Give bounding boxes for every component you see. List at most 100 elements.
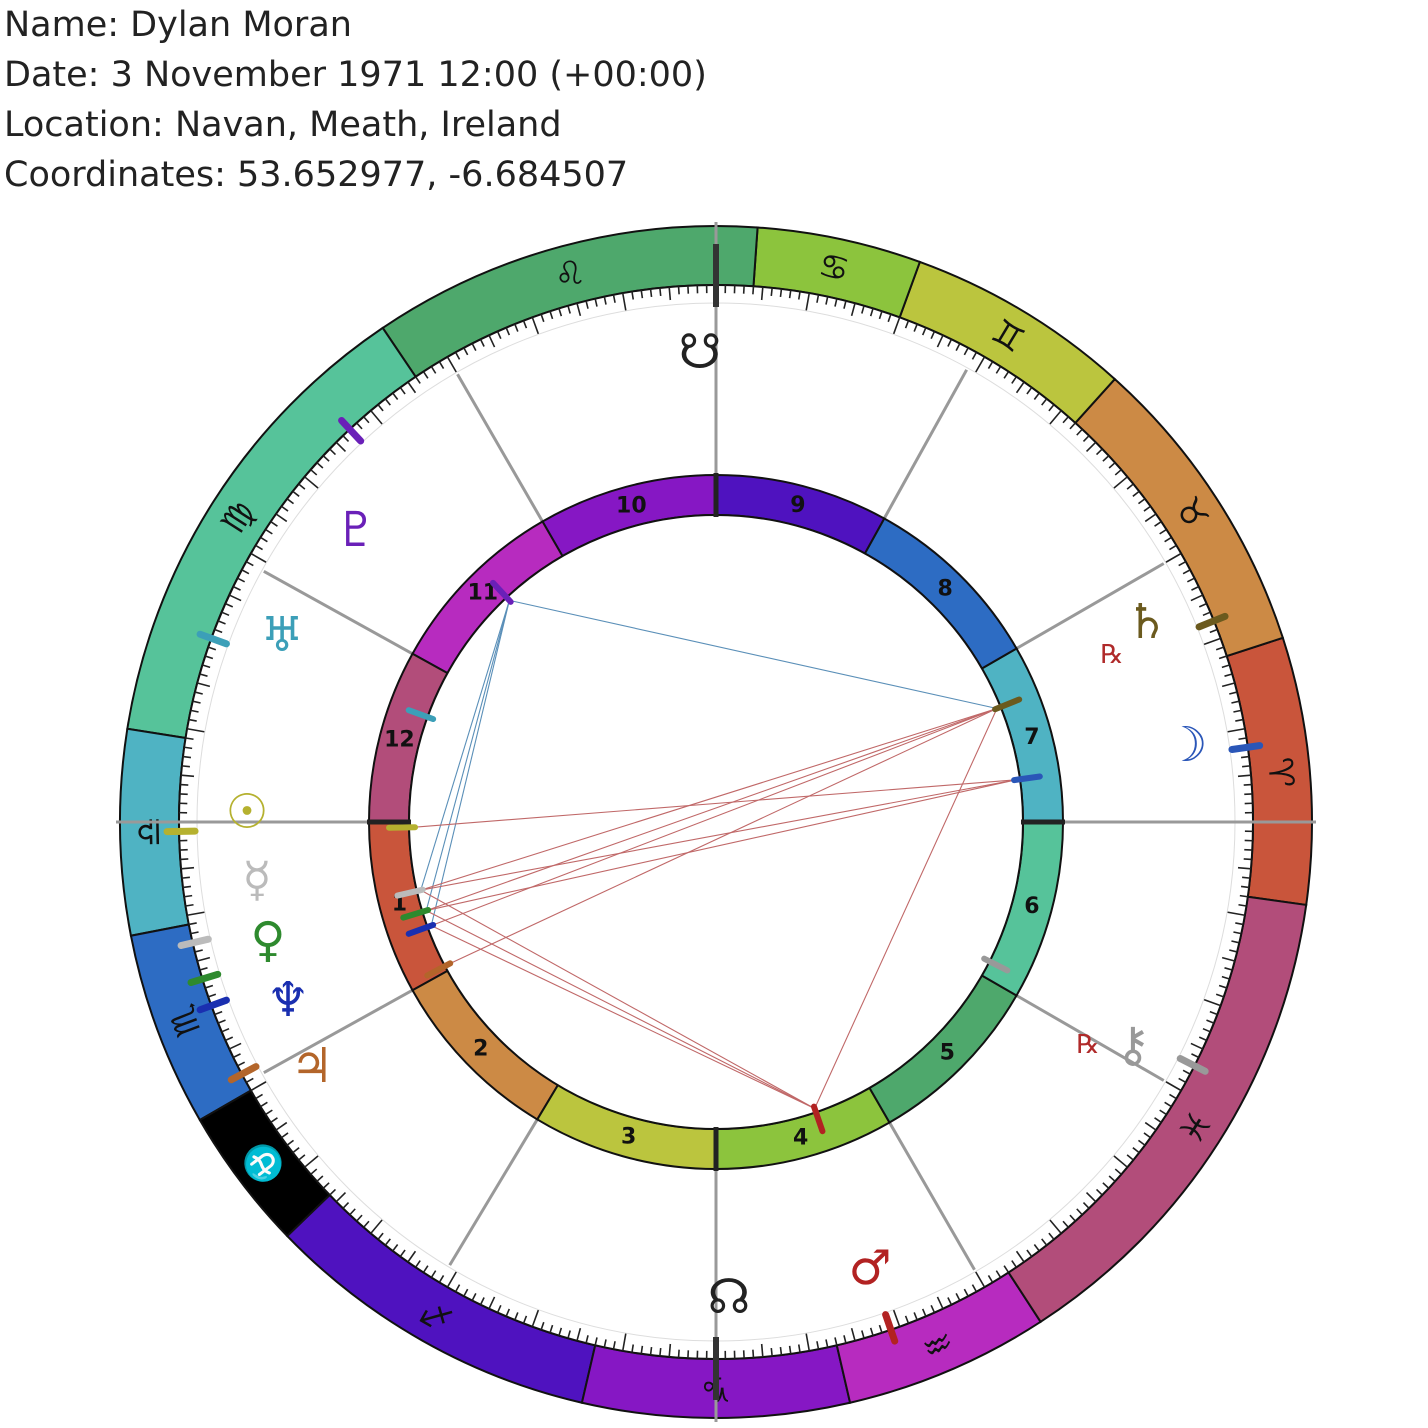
degree-tick xyxy=(1076,428,1083,436)
degree-tick xyxy=(825,296,829,305)
degree-tick xyxy=(1235,718,1244,722)
degree-tick xyxy=(1144,513,1157,523)
degree-tick xyxy=(245,1077,254,1084)
degree-tick xyxy=(1221,682,1235,688)
uranus-zodiac-marker xyxy=(196,630,230,648)
degree-tick xyxy=(1178,1077,1187,1084)
moon-house-marker xyxy=(1011,773,1043,784)
degree-tick xyxy=(752,286,755,295)
degree-tick xyxy=(1237,866,1252,870)
neptune-zodiac-marker xyxy=(196,996,230,1014)
degree-tick xyxy=(270,1117,278,1123)
degree-tick xyxy=(182,885,192,889)
degree-tick xyxy=(974,356,986,373)
degree-tick xyxy=(861,1330,865,1339)
degree-tick xyxy=(788,1345,792,1354)
degree-tick xyxy=(438,1275,445,1283)
degree-tick xyxy=(549,1324,554,1333)
degree-tick xyxy=(677,1349,680,1358)
pluto-zodiac-marker xyxy=(338,416,365,445)
degree-tick xyxy=(963,347,969,356)
degree-tick xyxy=(1095,448,1103,456)
degree-tick xyxy=(377,404,384,412)
degree-tick xyxy=(887,313,892,323)
degree-tick xyxy=(1164,1101,1172,1108)
degree-tick xyxy=(913,323,918,332)
degree-tick xyxy=(1221,975,1230,980)
venus-icon: ♀ xyxy=(250,912,285,968)
degree-tick xyxy=(205,984,214,989)
degree-tick xyxy=(214,628,223,634)
degree-tick xyxy=(446,1271,458,1288)
degree-tick xyxy=(971,351,978,360)
degree-tick xyxy=(202,664,211,669)
degree-tick xyxy=(322,455,330,462)
degree-tick xyxy=(237,577,246,583)
house-number: 7 xyxy=(1024,725,1039,750)
degree-tick xyxy=(1169,544,1177,551)
degree-tick xyxy=(1082,435,1090,443)
degree-tick xyxy=(1143,505,1151,512)
house-cusp-line xyxy=(263,988,414,1074)
degree-tick xyxy=(228,594,242,602)
degree-tick xyxy=(430,1270,437,1278)
degree-tick xyxy=(1233,709,1242,713)
degree-tick xyxy=(1048,1219,1062,1234)
degree-tick xyxy=(936,1296,944,1310)
degree-tick xyxy=(188,922,197,926)
degree-tick xyxy=(576,1327,582,1341)
house-number: 2 xyxy=(473,1037,488,1062)
degree-tick xyxy=(1209,628,1218,634)
saturn-retrograde-icon: ℞ xyxy=(1100,640,1123,670)
degree-tick xyxy=(205,655,214,660)
degree-tick xyxy=(797,291,801,300)
degree-tick xyxy=(594,1337,598,1346)
degree-tick xyxy=(1238,737,1247,741)
degree-tick xyxy=(770,1348,773,1357)
birth-date: Date: 3 November 1971 12:00 (+00:00) xyxy=(4,55,707,95)
chiron-retrograde-icon: ℞ xyxy=(1076,1030,1099,1060)
degree-tick xyxy=(779,288,783,298)
degree-tick xyxy=(1239,894,1248,898)
neptune-house-marker xyxy=(405,921,437,937)
degree-tick xyxy=(392,1243,399,1252)
degree-tick xyxy=(514,1312,519,1321)
degree-tick xyxy=(192,700,201,704)
degree-tick xyxy=(197,682,211,688)
degree-tick xyxy=(197,956,211,962)
aspect-line xyxy=(814,708,998,1109)
degree-tick xyxy=(207,646,217,651)
degree-tick xyxy=(286,1139,295,1146)
aspect-line xyxy=(413,779,1017,828)
degree-tick xyxy=(377,1232,384,1240)
degree-tick xyxy=(522,1315,528,1324)
chiron-house-marker xyxy=(981,955,1011,974)
degree-tick xyxy=(1231,700,1240,704)
saturn-house-marker xyxy=(992,696,1023,713)
degree-tick xyxy=(225,602,234,608)
degree-tick xyxy=(275,513,288,523)
degree-tick xyxy=(463,1288,469,1297)
degree-tick xyxy=(640,1345,644,1354)
neptune-icon: ♆ xyxy=(266,972,309,1028)
degree-tick xyxy=(1026,1249,1033,1257)
degree-tick xyxy=(199,967,208,971)
degree-tick xyxy=(335,441,347,453)
degree-tick xyxy=(1182,569,1191,575)
degree-tick xyxy=(1062,1220,1069,1228)
degree-tick xyxy=(1015,381,1025,394)
degree-tick xyxy=(255,544,263,551)
degree-tick xyxy=(316,1175,324,1182)
degree-tick xyxy=(304,1154,319,1168)
degree-tick xyxy=(187,727,206,733)
degree-tick xyxy=(1238,903,1247,907)
degree-tick xyxy=(1237,774,1252,778)
degree-tick xyxy=(1159,528,1167,535)
degree-tick xyxy=(496,331,502,340)
degree-tick xyxy=(1132,1147,1140,1154)
degree-tick xyxy=(1164,536,1172,543)
degree-tick xyxy=(1137,498,1146,505)
degree-tick xyxy=(1113,476,1128,490)
degree-tick xyxy=(1108,462,1116,469)
venus-house-marker xyxy=(400,907,432,921)
